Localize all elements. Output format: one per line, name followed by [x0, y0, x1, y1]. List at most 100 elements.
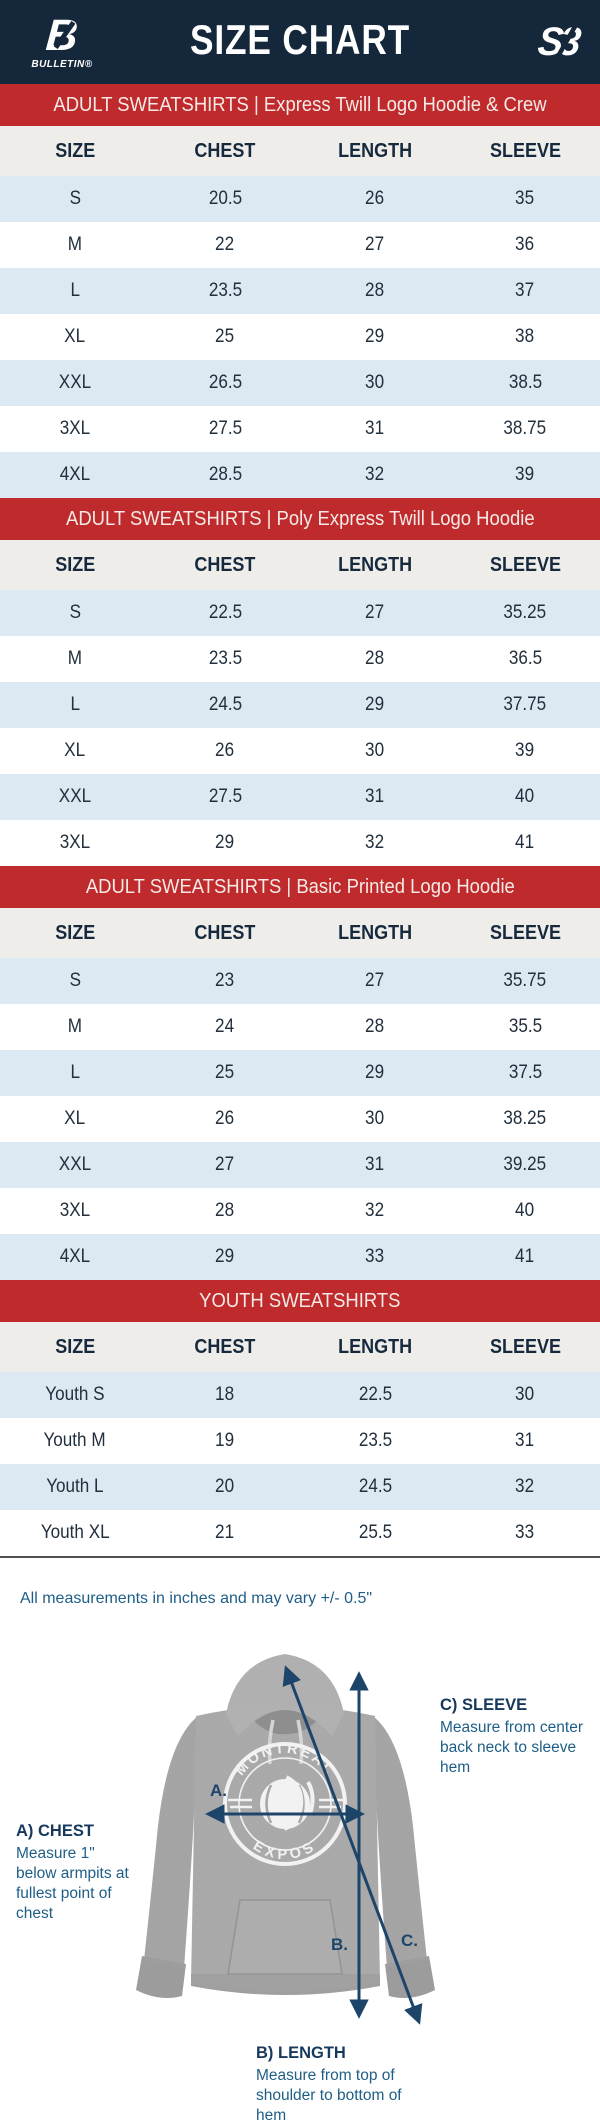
table-row: L 25 29 37.5: [0, 1050, 600, 1096]
cell-chest: 25: [215, 326, 235, 347]
cell-length: 33: [365, 1246, 385, 1267]
cell-length: 30: [365, 372, 385, 393]
cell-length: 24.5: [358, 1476, 392, 1497]
cell-sleeve: 30: [515, 1384, 535, 1405]
page-title: SIZE CHART: [189, 16, 411, 63]
column-header-chest: CHEST: [150, 908, 300, 958]
cell-sleeve: 38.5: [508, 372, 542, 393]
table-row: XL 26 30 39: [0, 728, 600, 774]
table-row: 3XL 29 32 41: [0, 820, 600, 866]
size-table: SIZE CHEST LENGTH SLEEVE S 22.5 27 35.25 M 23.5 28…: [0, 540, 600, 866]
cell-chest: 20: [215, 1476, 235, 1497]
cell-size: L: [70, 1062, 80, 1083]
cell-length: 23.5: [358, 1430, 392, 1451]
cell-sleeve: 33: [515, 1522, 535, 1543]
cell-size: 4XL: [59, 1246, 91, 1267]
measurement-diagram: MONTREAL EXPOS A. B. C. C) SLEEVE Measur…: [0, 1644, 600, 2124]
size-table: SIZE CHEST LENGTH SLEEVE S 23 27 35.75 M 24 28 35.5…: [0, 908, 600, 1280]
cell-length: 29: [365, 326, 385, 347]
cell-length: 31: [365, 786, 385, 807]
cell-size: Youth M: [43, 1430, 107, 1451]
cell-sleeve: 39.25: [503, 1154, 547, 1175]
size-table: SIZE CHEST LENGTH SLEEVE Youth S 18 22.5 30 Yout…: [0, 1322, 600, 1556]
column-header-size: SIZE: [0, 540, 150, 590]
size-table-section: ADULT SWEATSHIRTS | Express Twill Logo H…: [0, 84, 600, 498]
cell-chest: 28.5: [208, 464, 242, 485]
chest-label: A) CHEST Measure 1" below armpits at ful…: [16, 1822, 134, 1924]
column-header-length: LENGTH: [300, 540, 450, 590]
chest-label-desc: Measure 1" below armpits at fullest poin…: [16, 1845, 129, 1922]
cell-chest: 27.5: [208, 786, 242, 807]
cell-size: 3XL: [59, 1200, 91, 1221]
cell-chest: 26: [215, 1108, 235, 1129]
cell-size: L: [70, 280, 80, 301]
cell-size: M: [67, 234, 83, 255]
header-row: SIZE CHEST LENGTH SLEEVE: [0, 1322, 600, 1372]
cell-chest: 28: [215, 1200, 235, 1221]
bulletin-wordmark: BULLETIN®: [31, 59, 93, 70]
header-row: SIZE CHEST LENGTH SLEEVE: [0, 126, 600, 176]
cell-size: 3XL: [59, 832, 91, 853]
cell-length: 22.5: [358, 1384, 392, 1405]
section-banner: ADULT SWEATSHIRTS | Poly Express Twill L…: [0, 498, 600, 540]
cell-chest: 21: [215, 1522, 235, 1543]
cell-sleeve: 37.75: [503, 694, 547, 715]
table-row: S 20.5 26 35: [0, 176, 600, 222]
cell-chest: 23.5: [208, 280, 242, 301]
cell-length: 25.5: [358, 1522, 392, 1543]
cell-sleeve: 37.5: [508, 1062, 542, 1083]
cell-length: 30: [365, 740, 385, 761]
table-row: XXL 27.5 31 40: [0, 774, 600, 820]
table-row: L 24.5 29 37.75: [0, 682, 600, 728]
cell-size: 3XL: [59, 418, 91, 439]
cell-chest: 27.5: [208, 418, 242, 439]
section-banner-title: YOUTH SWEATSHIRTS: [199, 1289, 401, 1312]
cell-chest: 23.5: [208, 648, 242, 669]
column-header-length: LENGTH: [300, 908, 450, 958]
table-row: 3XL 28 32 40: [0, 1188, 600, 1234]
column-header-size: SIZE: [0, 908, 150, 958]
column-header-chest: CHEST: [150, 1322, 300, 1372]
cell-chest: 26.5: [208, 372, 242, 393]
sleeve-label-desc: Measure from center back neck to sleeve …: [440, 1719, 583, 1776]
table-row: S 22.5 27 35.25: [0, 590, 600, 636]
cell-chest: 20.5: [208, 188, 242, 209]
cell-chest: 22: [215, 234, 235, 255]
cell-length: 28: [365, 280, 385, 301]
cell-length: 31: [365, 418, 385, 439]
cell-size: M: [67, 1016, 83, 1037]
cell-size: XL: [64, 1108, 86, 1129]
cell-size: Youth XL: [40, 1522, 110, 1543]
table-row: M 23.5 28 36.5: [0, 636, 600, 682]
size-table-section: YOUTH SWEATSHIRTS SIZE CHEST LENGTH SLEEVE Yo…: [0, 1280, 600, 1556]
cell-sleeve: 40: [515, 1200, 535, 1221]
column-header-sleeve: SLEEVE: [450, 908, 600, 958]
cell-sleeve: 40: [515, 786, 535, 807]
column-header-sleeve: SLEEVE: [450, 540, 600, 590]
page-header: B BULLETIN® SIZE CHART S3: [0, 0, 600, 84]
table-row: L 23.5 28 37: [0, 268, 600, 314]
cell-sleeve: 32: [515, 1476, 535, 1497]
cell-size: M: [67, 648, 83, 669]
cell-length: 26: [365, 188, 385, 209]
s3-logo: S3: [492, 17, 584, 71]
cell-length: 29: [365, 1062, 385, 1083]
cell-chest: 19: [215, 1430, 235, 1451]
cell-size: S: [69, 970, 81, 991]
cell-sleeve: 39: [515, 464, 535, 485]
cell-size: Youth L: [46, 1476, 104, 1497]
table-row: M 22 27 36: [0, 222, 600, 268]
length-label-title: B) LENGTH: [256, 2044, 346, 2062]
cell-chest: 22.5: [208, 602, 242, 623]
arrow-label-c: C.: [401, 1931, 418, 1950]
arrow-label-a: A.: [210, 1781, 227, 1800]
cell-sleeve: 35.25: [503, 602, 547, 623]
section-banner-title: ADULT SWEATSHIRTS | Basic Printed Logo H…: [85, 875, 515, 898]
cell-sleeve: 39: [515, 740, 535, 761]
column-header-length: LENGTH: [300, 126, 450, 176]
column-header-chest: CHEST: [150, 126, 300, 176]
cell-size: XL: [64, 740, 86, 761]
cell-size: XXL: [58, 1154, 92, 1175]
table-row: Youth XL 21 25.5 33: [0, 1510, 600, 1556]
chest-label-title: A) CHEST: [16, 1822, 94, 1840]
